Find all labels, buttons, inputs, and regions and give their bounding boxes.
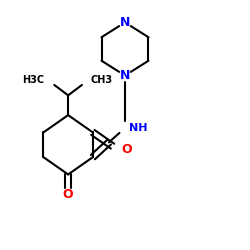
- Text: H3C: H3C: [22, 75, 45, 85]
- Text: N: N: [120, 69, 130, 82]
- Text: NH: NH: [129, 123, 147, 133]
- Text: O: O: [121, 143, 132, 156]
- Text: CH3: CH3: [91, 75, 113, 85]
- Text: N: N: [120, 16, 130, 29]
- Text: O: O: [63, 188, 74, 201]
